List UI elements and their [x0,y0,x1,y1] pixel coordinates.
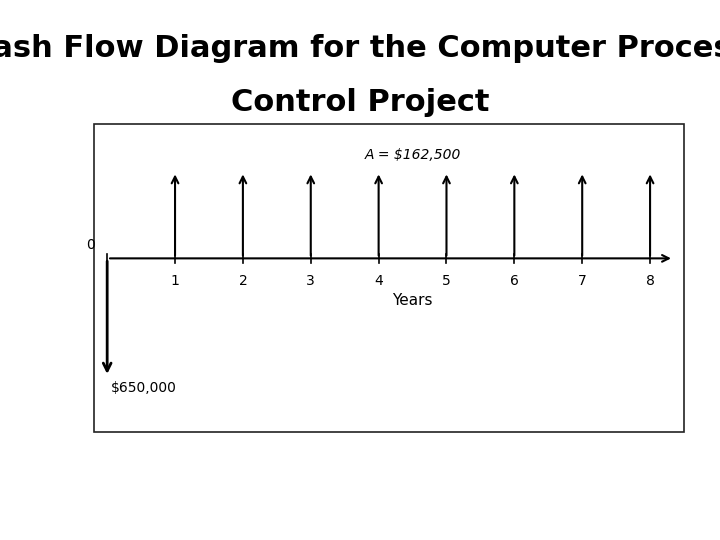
Text: Copyright © 2016, Pearson Education, Ltd.: Copyright © 2016, Pearson Education, Ltd… [468,503,678,513]
Text: A = $162,500: A = $162,500 [364,148,461,162]
Text: 8: 8 [646,274,654,288]
Text: Contemporary Engineering Economics, 6e, GE Park: Contemporary Engineering Economics, 6e, … [115,508,366,517]
Text: 6: 6 [510,274,519,288]
Text: 7: 7 [578,274,587,288]
Text: 2: 2 [238,274,247,288]
Text: 4: 4 [374,274,383,288]
Text: ALWAYS LEARNING: ALWAYS LEARNING [14,508,117,517]
Text: Cash Flow Diagram for the Computer Process: Cash Flow Diagram for the Computer Proce… [0,34,720,63]
Text: Years: Years [392,293,433,308]
Text: $650,000: $650,000 [111,381,176,395]
Text: 5: 5 [442,274,451,288]
Text: 3: 3 [307,274,315,288]
Text: 0: 0 [86,238,95,252]
Text: All Rights Reserved: All Rights Reserved [468,521,563,531]
Text: PEARSON: PEARSON [659,508,720,526]
Text: Control Project: Control Project [230,88,490,117]
Text: 1: 1 [171,274,179,288]
